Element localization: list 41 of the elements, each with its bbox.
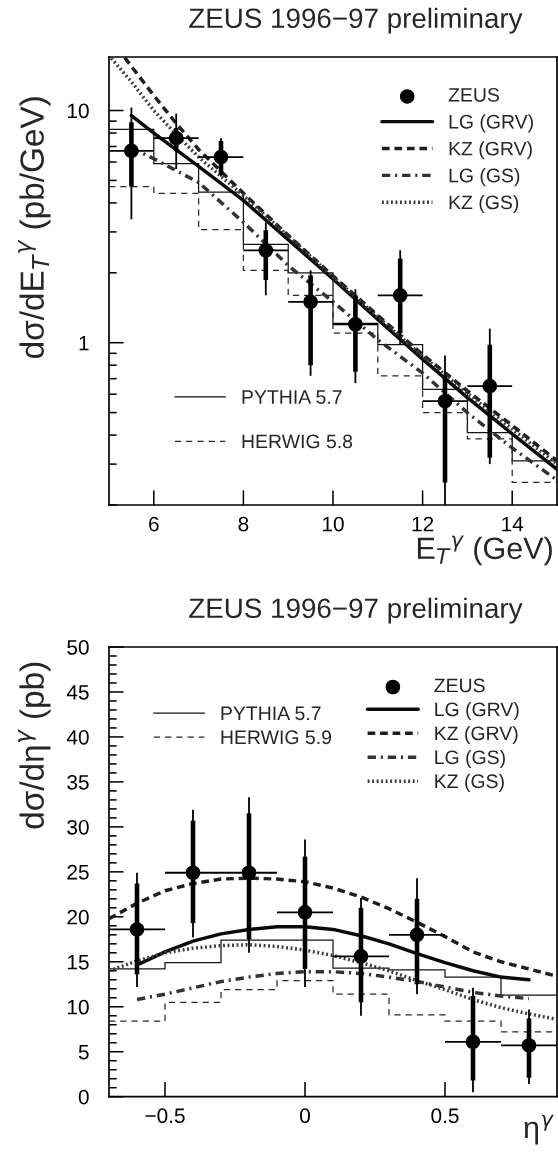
y-tick-label: 10 [67, 103, 89, 119]
y-tick-label: 30 [67, 819, 89, 835]
legend-label: KZ (GRV) [435, 725, 518, 745]
y-tick-label: 1 [79, 335, 89, 351]
legend-label: HERWIG 5.9 [221, 730, 332, 745]
y-axis-title: dσ/dE$_{T}$$^{γ}$ (pb/GeV) [18, 97, 51, 359]
x-axis-title: E$_{T}$$^{γ}$ (GeV) [417, 535, 552, 566]
legend-label: KZ (GS) [435, 773, 504, 792]
y-tick-label: 0 [78, 1089, 89, 1105]
chart-title: ZEUS 1996−97 preliminary [189, 7, 523, 34]
y-tick-label: 20 [67, 909, 89, 925]
legend-label: LG (GS) [435, 749, 505, 769]
legend-label: ZEUS [448, 87, 500, 102]
legend-label: LG (GRV) [435, 701, 519, 721]
y-tick-label: 25 [67, 864, 89, 880]
y-tick-label: 50 [67, 640, 89, 655]
x-tick-label: 12 [412, 516, 434, 532]
x-tick-label: 0.5 [431, 1108, 459, 1124]
y-tick-label: 40 [66, 729, 89, 745]
y-tick-label: 10 [67, 999, 89, 1015]
legend-label: KZ (GS) [449, 194, 519, 214]
x-tick-label: 14 [502, 516, 524, 532]
legend-label: PYTHIA 5.7 [242, 390, 342, 404]
y-tick-label: 5 [78, 1044, 89, 1060]
y-axis-title: dσ/dη$^{γ}$ (pb) [18, 662, 51, 829]
x-tick-label: 0 [300, 1108, 310, 1124]
legend-label: LG (GS) [449, 168, 520, 187]
chart-title: ZEUS 1996−97 preliminary [189, 597, 523, 624]
x-tick-label: 8 [238, 516, 249, 532]
legend-label: HERWIG 5.8 [242, 434, 353, 449]
x-tick-label: 10 [323, 516, 344, 532]
legend-label: ZEUS [434, 678, 485, 693]
y-tick-label: 45 [66, 685, 89, 700]
y-tick-label: 15 [67, 955, 89, 970]
legend-label: LG (GRV) [449, 114, 533, 133]
y-tick-label: 35 [67, 774, 89, 790]
x-tick-label: −0.5 [145, 1108, 185, 1124]
legend-label: PYTHIA 5.7 [221, 706, 321, 721]
x-axis-title: η$^{γ}$ [524, 1114, 554, 1145]
legend-label: KZ (GRV) [449, 141, 532, 160]
x-tick-label: 6 [149, 516, 159, 532]
